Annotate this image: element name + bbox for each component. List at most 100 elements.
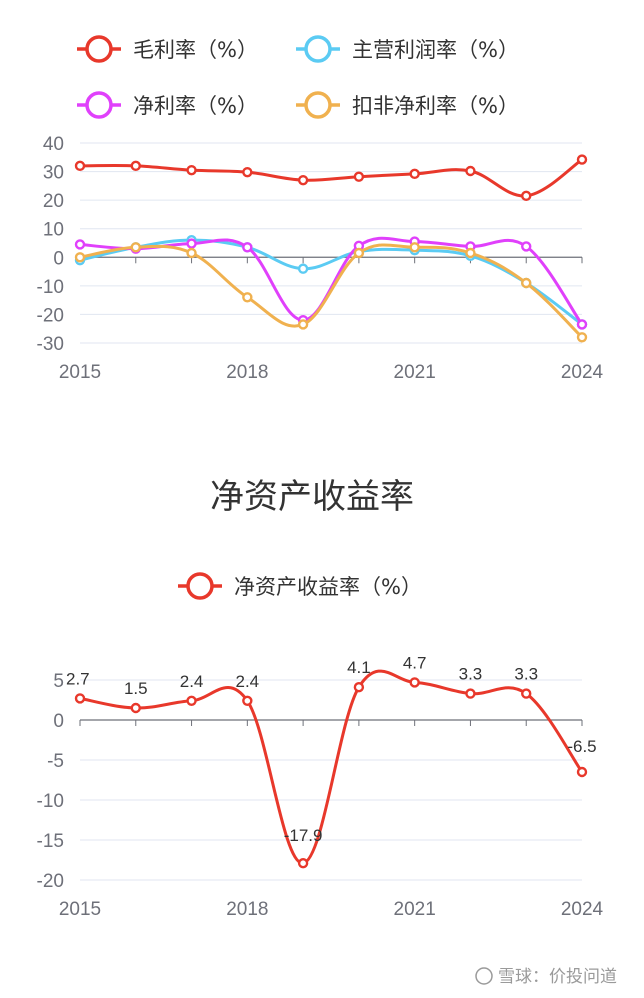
x-tick-label: 2015 <box>59 362 101 383</box>
y-tick-label: -10 <box>37 277 64 298</box>
legend-item-series-3[interactable]: 净利率（%） <box>77 91 258 119</box>
watermark-text: 雪球：价投问道 <box>498 967 617 987</box>
legend-label: 净资产收益率（%） <box>234 575 422 599</box>
series-4-point <box>521 277 532 289</box>
data-label: 2.4 <box>236 672 260 691</box>
series-4-point <box>242 292 253 303</box>
legend-item-series-2[interactable]: 主营利润率（%） <box>296 35 519 63</box>
x-tick-label: 2015 <box>59 899 101 920</box>
series-4-point <box>74 252 86 263</box>
series-1-point <box>74 160 86 172</box>
series-4-point <box>576 332 588 343</box>
data-label: 2.7 <box>66 669 90 688</box>
series-1-point <box>465 688 476 699</box>
series-1-point <box>297 858 309 869</box>
series-1-point <box>74 693 86 704</box>
legend: 毛利率（%） 主营利润率（%） 净利率（%） 扣非净利率（%） <box>77 35 519 119</box>
series-1-line <box>79 669 584 865</box>
series-1-point <box>130 702 141 714</box>
series-3-point <box>576 319 588 330</box>
series-4-point <box>186 247 197 259</box>
data-label: 4.7 <box>403 653 427 672</box>
y-tick-label: 0 <box>53 248 64 269</box>
series-1-point <box>242 695 253 706</box>
series-3-line <box>79 236 584 326</box>
y-tick-label: -20 <box>37 871 64 892</box>
series-4-point <box>353 247 365 259</box>
data-label: -17.9 <box>284 826 323 845</box>
data-labels: 2.7 1.5 2.4 2.4 -17.9 4.1 4.7 3.3 3.3 -6.5 <box>66 653 597 845</box>
y-tick-label: 20 <box>43 191 64 212</box>
data-label: 4.1 <box>347 658 371 677</box>
legend-item-series-1[interactable]: 净资产收益率（%） <box>178 572 422 600</box>
series-3-point <box>186 238 197 249</box>
y-tick-label: 10 <box>43 220 64 241</box>
series-1-point <box>576 766 588 778</box>
data-label: 1.5 <box>124 679 148 698</box>
watermark-logo-icon <box>475 967 493 985</box>
legend-circle-icon <box>85 91 113 119</box>
series-1-point <box>521 190 532 202</box>
legend-circle-icon <box>186 572 214 600</box>
data-label: -6.5 <box>567 737 596 756</box>
x-tick-label: 2018 <box>226 899 268 920</box>
x-tick-label: 2021 <box>394 899 436 920</box>
series-1-point <box>242 166 253 178</box>
legend-circle-icon <box>304 35 332 63</box>
y-tick-label: 40 <box>43 134 64 155</box>
series-4-point <box>297 319 309 330</box>
series-2-point <box>297 263 309 274</box>
grid <box>80 679 582 881</box>
data-label: 2.4 <box>180 672 204 691</box>
chart-margins: 毛利率（%） 主营利润率（%） 净利率（%） 扣非净利率（%） 40 30 20 10 0 -1… <box>37 35 604 383</box>
series-4-point <box>409 242 420 253</box>
series-1-point <box>521 688 532 699</box>
series-1-point <box>409 677 420 688</box>
axes: 5 0 -5 -10 -15 -20 2015 2018 2021 2024 <box>37 671 604 920</box>
series-1-point <box>353 171 365 182</box>
data-label: 3.3 <box>459 665 483 684</box>
series-3-point <box>242 242 253 253</box>
legend-label: 净利率（%） <box>133 94 258 118</box>
legend-label: 主营利润率（%） <box>352 38 519 62</box>
series-1-point <box>576 154 588 165</box>
y-tick-label: -10 <box>37 791 64 812</box>
watermark: 雪球：价投问道 <box>475 967 617 987</box>
legend-item-series-1[interactable]: 毛利率（%） <box>77 35 258 63</box>
series-3-point <box>521 241 532 252</box>
y-tick-label: 0 <box>53 711 64 732</box>
series-1-point <box>409 168 420 180</box>
series-group <box>74 669 588 869</box>
legend-circle-icon <box>85 35 113 63</box>
x-tick-label: 2024 <box>561 899 604 920</box>
legend: 净资产收益率（%） <box>178 572 422 600</box>
series-1-point <box>130 160 141 172</box>
x-tick-label: 2024 <box>561 362 604 383</box>
series-2-line <box>79 238 583 326</box>
legend-circle-icon <box>304 91 332 119</box>
y-tick-label: -30 <box>37 334 64 355</box>
y-tick-label: 5 <box>53 671 64 692</box>
chart-title-roe: 净资产收益率 <box>210 477 414 517</box>
axes: 40 30 20 10 0 -10 -20 -30 2015 2018 2021 2024 <box>37 134 604 383</box>
x-tick-label: 2018 <box>226 362 268 383</box>
legend-label: 扣非净利率（%） <box>352 94 519 118</box>
series-4-point <box>130 242 141 253</box>
series-group <box>74 154 588 343</box>
series-3-point <box>74 239 86 250</box>
y-tick-label: -15 <box>37 831 64 852</box>
y-tick-label: -5 <box>47 751 64 772</box>
series-1-point <box>186 164 197 176</box>
legend-item-series-4[interactable]: 扣非净利率（%） <box>296 91 519 119</box>
series-1-point <box>297 174 309 186</box>
series-4-point <box>465 247 476 259</box>
series-1-point <box>465 165 476 177</box>
series-4-line <box>79 243 584 339</box>
data-label: 3.3 <box>514 665 538 684</box>
series-1-point <box>353 682 365 693</box>
y-tick-label: 30 <box>43 163 64 184</box>
series-1-point <box>186 695 197 706</box>
x-tick-label: 2021 <box>394 362 436 383</box>
